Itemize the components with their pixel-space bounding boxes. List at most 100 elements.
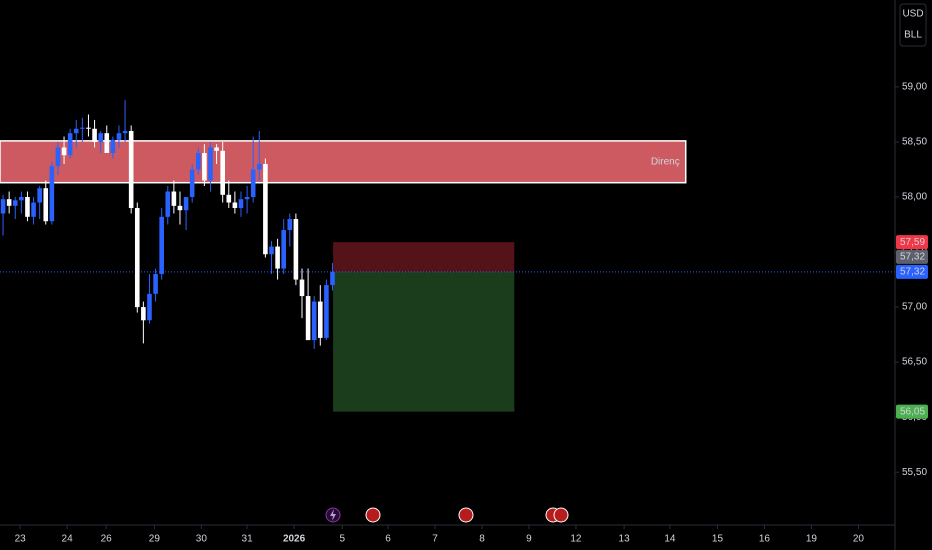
candle-body — [104, 133, 110, 153]
candle-body — [250, 169, 256, 198]
candle-body — [159, 216, 164, 275]
candle-body — [128, 130, 134, 209]
candle-body — [275, 246, 280, 269]
stop-label-bg — [896, 235, 928, 250]
entry-label: 57,32 — [900, 251, 925, 262]
candle-body — [19, 197, 24, 201]
x-tick-label: 23 — [15, 534, 27, 545]
candle-body — [244, 197, 250, 200]
candle-body — [141, 307, 146, 321]
candle-body — [202, 152, 207, 181]
candle-body — [177, 205, 183, 211]
x-tick-label: 12 — [570, 534, 582, 545]
candle-body — [330, 271, 335, 286]
candle-body — [165, 191, 171, 217]
x-tick-label: 6 — [385, 534, 391, 545]
candle-body — [110, 139, 116, 153]
candle-body — [220, 150, 225, 195]
candle-body — [226, 194, 232, 203]
candle-body — [61, 147, 67, 156]
candle-body — [214, 147, 219, 151]
target-zone — [333, 271, 515, 412]
y-tick-label: 58,00 — [902, 192, 927, 203]
candle-body — [92, 128, 97, 142]
last-price-label: 57,32 — [900, 266, 925, 277]
unit-box[interactable] — [899, 3, 927, 47]
x-tick-label: 5 — [339, 534, 345, 545]
candle-body — [299, 279, 305, 297]
candle-body — [269, 246, 274, 255]
x-tick-label: 14 — [664, 534, 676, 545]
event-icon[interactable] — [458, 507, 474, 523]
candle-body — [6, 199, 12, 206]
candle-body — [232, 202, 238, 209]
x-tick-label: 20 — [853, 534, 865, 545]
x-tick-label: 24 — [62, 534, 74, 545]
unit: BLL — [904, 30, 922, 41]
candle-body — [73, 128, 79, 134]
candle-body — [37, 188, 42, 203]
target-label: 56,05 — [900, 406, 925, 417]
event-icons[interactable] — [325, 507, 569, 523]
x-tick-label: 30 — [196, 534, 208, 545]
candle-body — [171, 191, 177, 206]
candle-body — [49, 166, 55, 222]
x-tick-label: 2026 — [283, 534, 306, 545]
x-tick-label: 8 — [479, 534, 485, 545]
candle-body — [31, 202, 36, 217]
x-tick-label: 19 — [806, 534, 818, 545]
candle-body — [12, 200, 18, 206]
entry-label-bg — [896, 249, 928, 264]
x-tick-label: 29 — [149, 534, 161, 545]
x-tick-label: 16 — [759, 534, 771, 545]
x-tick-label: 15 — [712, 534, 724, 545]
candle-body — [305, 296, 311, 341]
candle-body — [281, 230, 286, 269]
x-tick-label: 13 — [619, 534, 631, 545]
y-tick-label: 55,50 — [902, 467, 927, 478]
currency: USD — [902, 9, 923, 20]
candle-body — [43, 188, 49, 222]
candle-body — [311, 301, 317, 341]
candle-body — [55, 147, 61, 167]
stop-label: 57,59 — [900, 237, 925, 248]
candle-body — [238, 199, 244, 209]
target-label-bg — [896, 404, 928, 419]
zone-label: Direnç — [651, 156, 680, 167]
candle-body — [116, 133, 122, 140]
resistance-zone — [0, 140, 687, 184]
candle-body — [98, 133, 103, 142]
candle-body — [208, 147, 213, 181]
candle-body — [67, 133, 73, 156]
candle-body — [263, 163, 268, 255]
x-tick-label: 9 — [526, 534, 532, 545]
x-tick-label: 7 — [432, 534, 438, 545]
candle-body — [287, 219, 293, 231]
x-tick-label: 31 — [242, 534, 254, 545]
stop-zone — [333, 242, 515, 272]
event-icon-bolt — [330, 509, 336, 521]
y-tick-label: 57,00 — [902, 302, 927, 313]
candle-body — [147, 293, 152, 321]
candle-body — [195, 152, 201, 170]
candle-body — [256, 163, 262, 170]
event-icon[interactable] — [553, 507, 569, 523]
candle-body — [80, 127, 85, 129]
event-icon[interactable] — [365, 507, 381, 523]
candle-body — [0, 199, 6, 214]
candle-body — [25, 197, 30, 217]
y-tick-label: 58,50 — [902, 137, 927, 148]
candle-body — [317, 301, 323, 338]
candle-body — [134, 208, 140, 308]
y-tick-label: 59,00 — [902, 82, 927, 93]
candle-body — [189, 169, 195, 198]
candle-body — [153, 274, 158, 294]
y-tick-label: 56,50 — [902, 357, 927, 368]
last-price-label-bg — [896, 264, 928, 279]
candle-body — [324, 285, 329, 338]
candle-body — [122, 130, 128, 134]
candle-body — [183, 197, 189, 211]
x-tick-label: 26 — [101, 534, 113, 545]
